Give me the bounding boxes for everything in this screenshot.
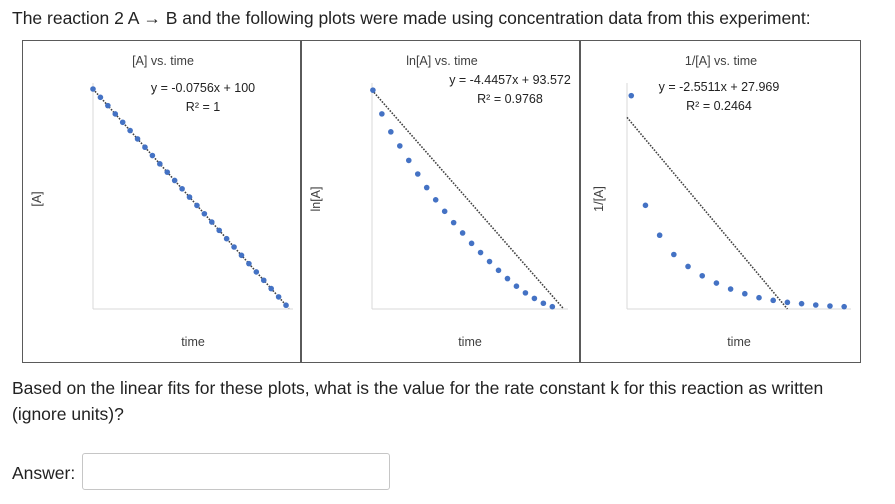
data-point [157,161,163,167]
data-point [414,171,421,177]
plot-concentration-vs-time: [A] vs. time y = -0.0756x + 100 R² = 1 time… [22,40,301,363]
x-axis-label: time [727,335,751,349]
data-point [531,295,538,302]
data-point [432,197,439,203]
data-point [90,86,96,92]
data-point [459,230,466,236]
data-point [656,232,663,239]
data-point [540,300,547,307]
data-point [164,169,171,175]
chart-title: [A] vs. time [132,54,194,68]
data-point [112,111,119,117]
data-point [405,157,412,164]
data-point [827,303,833,309]
data-point [275,294,282,300]
data-point [742,290,748,297]
data-point [504,275,511,282]
data-point [841,303,847,310]
data-point [238,252,245,259]
y-axis-label: 1/[A] [592,186,606,212]
trendline-equation: y = -0.0756x + 100 [151,81,255,95]
data-point [231,244,237,250]
chart-concentration-vs-time: [A] vs. time y = -0.0756x + 100 R² = 1 time… [30,54,293,349]
data-point [268,285,274,292]
question-prompt: Based on the linear fits for these plots… [12,378,824,424]
data-point [260,277,267,284]
data-point [194,202,200,209]
y-axis-label: [A] [30,191,44,206]
data-point [105,102,111,109]
data-point [208,219,215,225]
trendline [371,89,565,310]
data-point [450,219,457,226]
data-point [798,300,805,307]
data-point [486,258,493,265]
data-point [253,269,260,275]
data-point [223,235,230,242]
data-point [685,263,691,270]
data-point [495,267,502,274]
data-point [127,127,133,134]
data-point [812,302,819,308]
r-squared-label: R² = 0.9768 [477,92,543,106]
data-point [713,280,720,286]
data-point [142,144,148,151]
data-point [186,194,193,200]
chart-ln-concentration-vs-time: ln[A] vs. time y = -4.4457x + 93.572 R² = … [309,54,571,349]
data-point [441,208,448,215]
data-point [97,94,104,101]
data-point [171,177,178,184]
data-point [283,302,289,309]
data-point [149,152,156,159]
data-point [784,299,791,306]
y-axis-label: ln[A] [309,186,323,211]
x-axis-label: time [181,335,205,349]
data-point [513,283,520,289]
data-point [770,297,776,304]
trendline-equation: y = -2.5511x + 27.969 [659,80,780,94]
trendline-equation: y = -4.4457x + 93.572 [449,73,571,87]
chart-inverse-concentration-vs-time: 1/[A] vs. time y = -2.5511x + 27.969 R² = … [592,54,851,349]
plot-inverse-concentration-vs-time: 1/[A] vs. time y = -2.5511x + 27.969 R² = … [580,40,861,363]
data-point [642,202,649,209]
data-point [423,184,430,191]
answer-label: Answer: [12,463,76,483]
x-axis-label: time [458,335,482,349]
data-point [477,249,484,256]
data-point [134,136,141,142]
chart-title: ln[A] vs. time [406,54,478,68]
r-squared-label: R² = 1 [186,100,220,114]
data-point [388,129,394,135]
data-point [119,119,126,126]
plots-figure: [A] vs. time y = -0.0756x + 100 R² = 1 time… [22,40,861,363]
data-point [549,303,556,310]
answer-input[interactable] [82,453,390,490]
r-squared-label: R² = 0.2464 [686,99,752,113]
question-intro: The reaction 2 A → B and the following p… [12,8,811,28]
data-point [379,111,385,117]
data-point [522,290,529,296]
data-point [727,286,734,292]
data-point [246,260,252,267]
data-point [201,210,208,217]
plot-ln-concentration-vs-time: ln[A] vs. time y = -4.4457x + 93.572 R² = … [301,40,580,363]
trendline [626,116,789,310]
data-point [468,240,475,247]
data-point [628,92,635,99]
data-point [397,143,403,149]
data-point [699,272,706,279]
chart-title: 1/[A] vs. time [685,54,757,68]
data-point [756,294,762,301]
data-point [216,227,223,234]
data-point [370,87,376,93]
data-point [179,185,185,192]
data-point [671,251,677,258]
